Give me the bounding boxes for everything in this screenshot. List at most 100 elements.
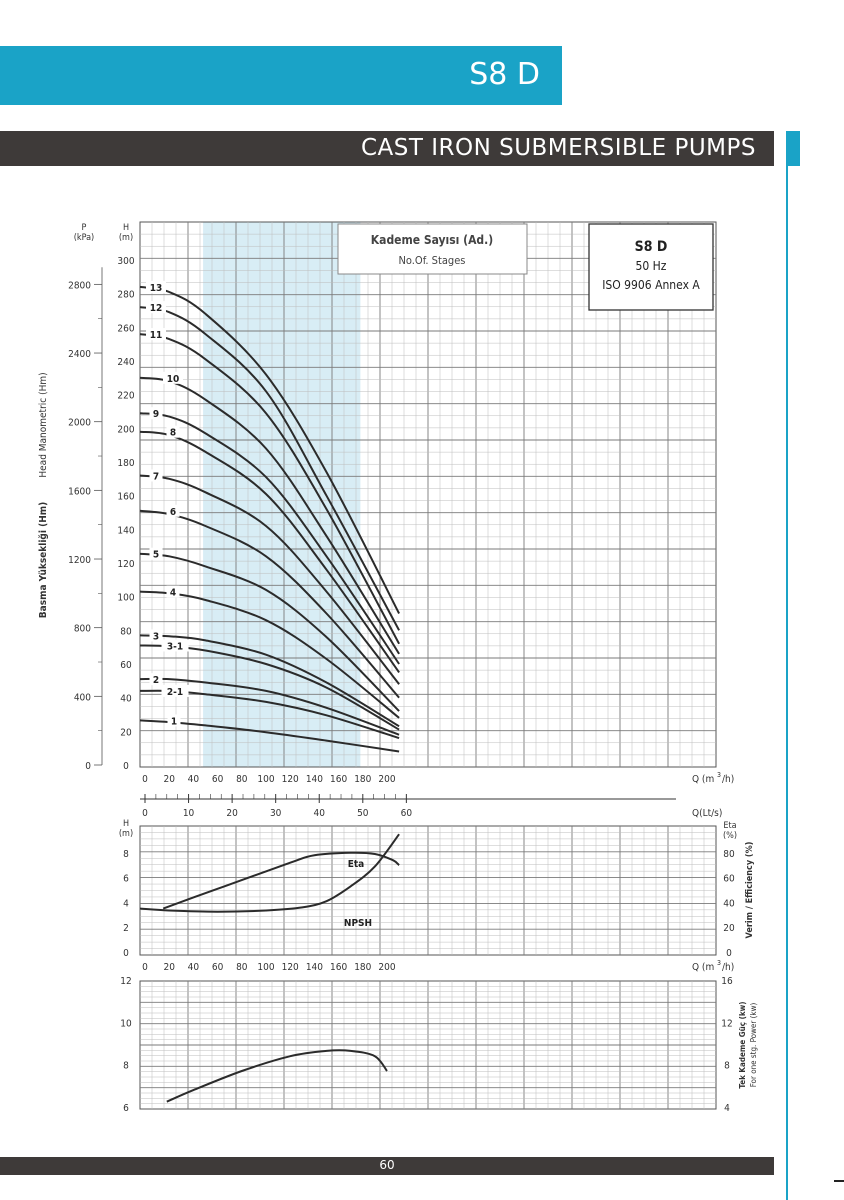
- stage-curve-9: [139, 412, 400, 665]
- q-tick-label: 200: [378, 774, 395, 785]
- p-tick-label: 1200: [68, 555, 91, 566]
- stage-label-bg: [166, 585, 180, 598]
- stage-label-bg: [163, 371, 183, 384]
- spec-box-model: S8 D: [635, 239, 668, 255]
- h-tick-label: 120: [117, 559, 134, 570]
- stage-label-2-1: 2-1: [167, 687, 183, 698]
- stage-label-bg: [149, 547, 163, 560]
- p-axis-unit: P: [82, 223, 87, 233]
- page-number: 60: [379, 1158, 395, 1172]
- spec-box-frequency: 50 Hz: [636, 259, 667, 273]
- footer-bar: 60: [0, 1157, 774, 1175]
- stage-label-8: 8: [170, 428, 176, 439]
- q-tick-label: 40: [188, 774, 200, 785]
- q-tick-label: 120: [282, 774, 299, 785]
- side-tab: [786, 131, 800, 166]
- eta-tick-label: 60: [723, 874, 735, 885]
- stage-curve-1: [139, 719, 400, 753]
- npsh-axis-unit: (m): [119, 829, 133, 839]
- q-axis-label-sup: 3: [717, 771, 721, 779]
- stage-label-1: 1: [171, 716, 177, 727]
- q-tick-label: 40: [188, 962, 200, 973]
- q-tick-label: 120: [282, 962, 299, 973]
- lts-tick-label: 0: [142, 808, 148, 819]
- h-tick-label: 140: [117, 525, 134, 536]
- stage-label-bg: [166, 425, 180, 438]
- lts-axis-label: Q(Lt/s): [692, 808, 722, 819]
- p-tick-label: 2000: [68, 418, 91, 429]
- stage-label-bg: [149, 469, 163, 482]
- stage-label-bg: [161, 684, 189, 697]
- power-axis-title-tr: Tek Kademe Güç (kw): [738, 1001, 747, 1088]
- q-axis-label-sup: 3: [717, 959, 721, 967]
- stage-label-bg: [149, 673, 163, 686]
- y-axis-title-en: Head Manometric (Hm): [38, 372, 49, 477]
- h-tick-label: 280: [117, 290, 134, 301]
- h-tick-label: 220: [117, 391, 134, 402]
- q-tick-label: 60: [212, 774, 224, 785]
- q-tick-label: 80: [236, 774, 248, 785]
- stage-label-3-1: 3-1: [167, 641, 183, 652]
- h-tick-label: 0: [123, 761, 129, 772]
- stage-label-bg: [166, 504, 180, 517]
- stage-curve-2: [139, 677, 400, 736]
- p-tick-label: 400: [74, 692, 91, 703]
- lts-tick-label: 40: [314, 808, 326, 819]
- q-axis-label-tail: /h): [722, 962, 734, 973]
- stage-label-4: 4: [170, 588, 176, 599]
- stage-label-11: 11: [150, 330, 163, 341]
- h-tick-label: 260: [117, 323, 134, 334]
- q-tick-label: 0: [142, 962, 148, 973]
- power-axis-title-en: For one stg. Power (kw): [749, 1003, 758, 1088]
- y-axis-title-tr: Basma Yüksekliği (Hm): [37, 502, 49, 618]
- eta-tick-label: 80: [723, 849, 735, 860]
- h-axis-unit: H: [123, 223, 129, 233]
- q-tick-label: 180: [354, 774, 371, 785]
- stage-label-7: 7: [153, 471, 159, 482]
- p-tick-label: 2400: [68, 349, 91, 360]
- eta-tick-label: 20: [723, 923, 735, 934]
- h-tick-label: 300: [117, 256, 134, 267]
- stage-label-12: 12: [150, 303, 163, 314]
- power-tick-label: 6: [123, 1103, 129, 1114]
- stage-label-3: 3: [153, 631, 159, 642]
- category-title: CAST IRON SUBMERSIBLE PUMPS: [360, 135, 756, 161]
- lts-tick-label: 30: [270, 808, 282, 819]
- h-tick-label: 20: [120, 727, 132, 738]
- q-tick-label: 100: [257, 774, 274, 785]
- eta-axis-title: Verim / Efficiency (%): [745, 842, 755, 939]
- stage-label-9: 9: [153, 409, 159, 420]
- lts-tick-label: 20: [226, 808, 238, 819]
- q-tick-label: 100: [257, 962, 274, 973]
- legend-box: [337, 223, 528, 275]
- spec-box: [588, 223, 714, 311]
- q-tick-label: 140: [306, 774, 323, 785]
- stage-label-bg: [149, 407, 163, 420]
- p-tick-label: 1600: [68, 486, 91, 497]
- h-tick-label: 40: [120, 694, 132, 705]
- h-tick-label: 160: [117, 492, 134, 503]
- power-tick-label: 12: [120, 976, 131, 987]
- stage-label-bg: [146, 280, 166, 293]
- q-tick-label: 140: [306, 962, 323, 973]
- corner-mark: [834, 1180, 844, 1182]
- q-axis-label: Q (m: [692, 774, 714, 785]
- q-tick-label: 80: [236, 962, 248, 973]
- lts-tick-label: 10: [183, 808, 195, 819]
- h-tick-label: 100: [117, 593, 134, 604]
- q-axis-label: Q (m: [692, 962, 714, 973]
- power-tick-label: 8: [123, 1061, 129, 1072]
- stage-label-6: 6: [170, 507, 176, 518]
- model-title: S8 D: [469, 57, 540, 92]
- stage-label-bg: [161, 639, 189, 652]
- npsh-tick-label: 8: [123, 849, 129, 860]
- h-tick-label: 80: [120, 626, 132, 637]
- stage-curve-11: [139, 333, 400, 645]
- stage-label-5: 5: [153, 550, 159, 561]
- model-banner: S8 D: [0, 46, 562, 105]
- q-tick-label: 160: [330, 962, 347, 973]
- series-curve-npsh: [139, 833, 400, 913]
- stage-curve-12: [139, 306, 400, 631]
- power-right-tick-label: 16: [721, 976, 733, 987]
- power-curve: [166, 1049, 388, 1103]
